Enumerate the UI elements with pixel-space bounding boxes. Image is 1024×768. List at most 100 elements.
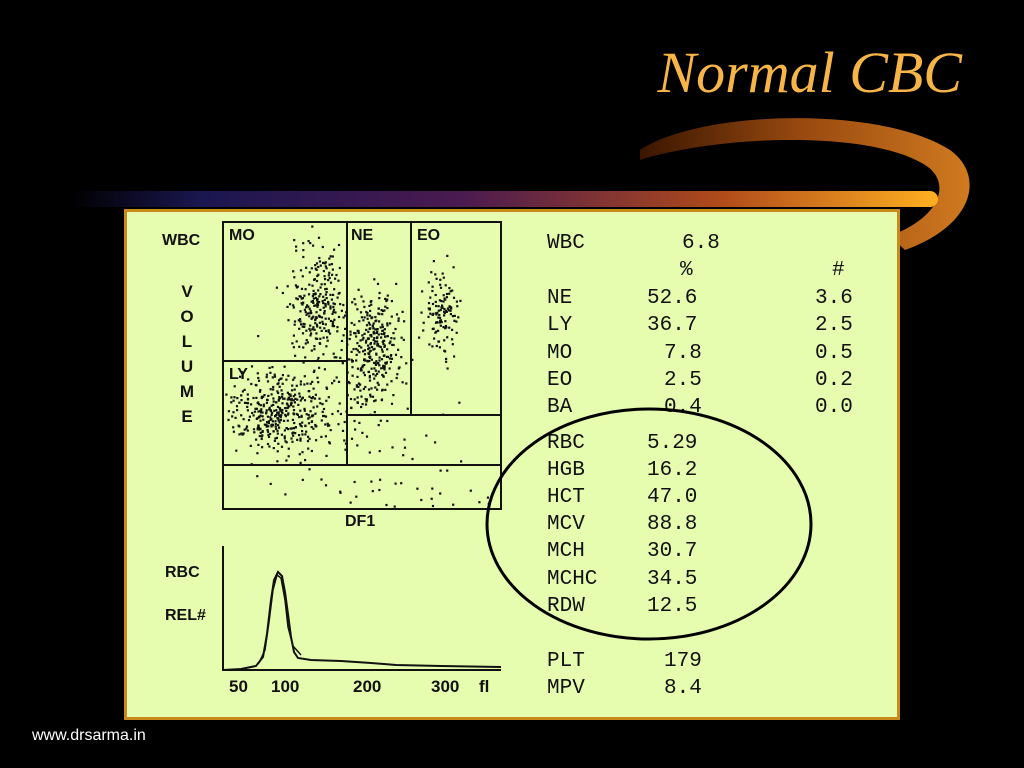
scatter-dot xyxy=(455,331,458,334)
scatter-dot xyxy=(236,397,239,400)
scatter-dot xyxy=(295,340,298,343)
scatter-dot xyxy=(259,419,262,422)
scatter-dot xyxy=(316,302,319,305)
scatter-dot xyxy=(384,388,387,391)
scatter-dot xyxy=(376,372,379,375)
scatter-dot xyxy=(325,297,328,300)
scatter-dot xyxy=(355,495,358,498)
scatter-dot xyxy=(295,384,298,387)
scatter-dot xyxy=(281,393,284,396)
scatter-dot xyxy=(322,261,325,264)
scatter-dot xyxy=(302,301,305,304)
scatter-dot xyxy=(310,349,313,352)
scatter-dot xyxy=(383,345,386,348)
scatter-dot xyxy=(292,378,295,381)
scatter-dot xyxy=(357,331,360,334)
scatter-dot xyxy=(360,346,363,349)
scatter-dot xyxy=(240,371,244,374)
scatter-dot xyxy=(308,390,311,393)
scatter-dot xyxy=(340,309,343,312)
scatter-dot xyxy=(251,411,254,415)
scatter-dot xyxy=(369,309,372,312)
scatter-dot xyxy=(277,379,281,382)
region-ly-label: LY xyxy=(229,366,248,383)
scatter-dot xyxy=(388,342,391,345)
scatter-dot xyxy=(448,287,451,290)
volume-letter: M xyxy=(179,382,195,401)
scatter-dot xyxy=(403,438,406,441)
region-mo-label: MO xyxy=(229,227,255,244)
scatter-dot xyxy=(313,278,316,281)
scatter-dot xyxy=(435,313,438,316)
scatter-dot xyxy=(328,257,331,260)
scatter-dot xyxy=(289,404,293,407)
scatter-dot xyxy=(250,382,253,386)
scatter-dot xyxy=(362,336,365,340)
scatter-dot xyxy=(310,332,313,335)
scatter-dot xyxy=(397,348,400,351)
scatter-dot xyxy=(296,413,299,416)
scatter-dot xyxy=(329,255,332,258)
scatter-dot xyxy=(308,283,311,286)
scatter-dot xyxy=(310,317,313,320)
scatter-dot xyxy=(383,309,386,312)
scatter-dot xyxy=(305,430,308,433)
scatter-dot xyxy=(358,351,361,354)
scatter-dot xyxy=(362,371,365,374)
scatter-dot xyxy=(361,364,364,367)
scatter-dot xyxy=(298,422,302,426)
scatter-dot xyxy=(351,374,354,377)
scatter-dot xyxy=(394,353,398,356)
scatter-dot xyxy=(291,427,294,430)
scatter-dot xyxy=(266,399,269,402)
scatter-dot xyxy=(351,301,354,304)
scatter-dot xyxy=(328,424,331,427)
scatter-dot xyxy=(279,397,282,400)
scatter-dot xyxy=(260,411,263,414)
scatter-dot xyxy=(261,446,264,449)
scatter-dot xyxy=(353,298,356,301)
region-ne-label: NE xyxy=(351,227,374,244)
scatter-dot xyxy=(254,407,257,410)
scatter-dot xyxy=(443,311,446,315)
scatter-dot xyxy=(383,328,386,331)
scatter-dot xyxy=(345,337,349,340)
scatter-dot xyxy=(255,384,258,387)
scatter-dot xyxy=(275,401,278,404)
scatter-dot xyxy=(281,395,284,398)
scatter-dot xyxy=(320,283,323,286)
scatter-dot xyxy=(449,309,452,312)
scatter-dot xyxy=(327,317,330,320)
scatter-dot xyxy=(386,298,389,301)
scatter-dot xyxy=(262,418,265,421)
scatter-dot xyxy=(260,396,263,400)
scatter-dot xyxy=(245,427,248,430)
histogram-y-label-rbc: RBC xyxy=(165,564,200,581)
scatter-dot xyxy=(420,311,423,314)
scatter-dot xyxy=(302,255,305,259)
scatter-dot xyxy=(319,293,322,296)
scatter-dot xyxy=(256,475,259,478)
scatter-dot xyxy=(381,388,384,391)
scatter-dot xyxy=(350,358,353,361)
scatter-dot xyxy=(322,295,325,298)
scatter-dot xyxy=(368,346,371,349)
scatter-dot xyxy=(305,306,308,309)
scatter-dot xyxy=(361,403,364,406)
scatter-dot xyxy=(300,297,303,300)
scatter-dot xyxy=(288,393,291,396)
scatter-dot xyxy=(260,437,263,440)
scatter-dot xyxy=(439,286,443,289)
diff-abs: 0.2 xyxy=(815,369,853,392)
scatter-dot xyxy=(441,304,444,307)
scatter-dot xyxy=(287,412,290,415)
scatter-dot xyxy=(442,294,445,297)
scatter-dot xyxy=(368,314,372,317)
scatter-dot xyxy=(349,501,352,504)
scatter-dot xyxy=(380,358,384,361)
scatter-dot xyxy=(308,437,311,440)
scatter-dot xyxy=(240,432,243,435)
scatter-dot xyxy=(269,371,272,374)
scatter-dot xyxy=(378,297,381,300)
scatter-dot xyxy=(329,305,332,308)
